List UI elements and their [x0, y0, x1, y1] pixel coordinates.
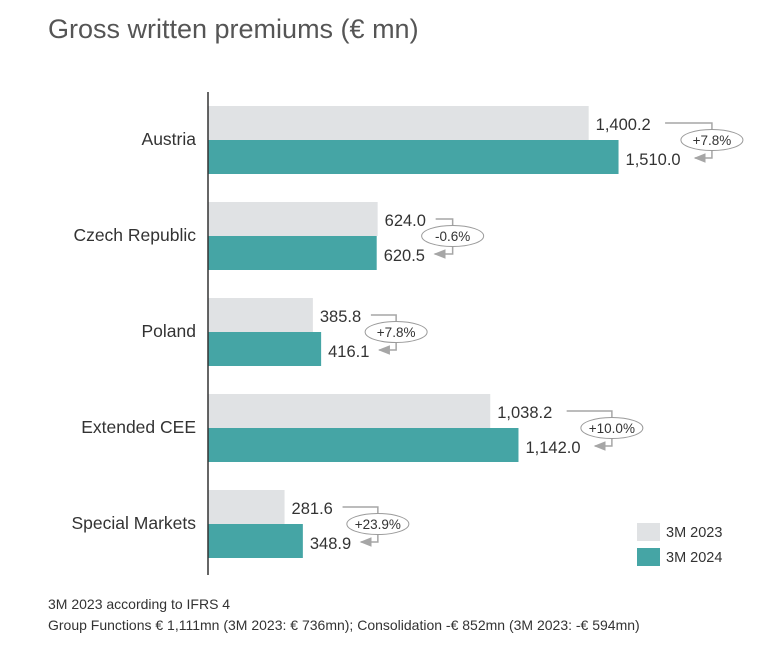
bar-3m-2024-czech-republic — [208, 236, 377, 270]
category-label-extended-cee: Extended CEE — [81, 417, 196, 437]
change-badge-extended-cee — [580, 417, 644, 439]
chart-title: Gross written premiums (€ mn) — [48, 14, 419, 44]
bar-3m-2023-czech-republic — [208, 202, 378, 236]
bar-3m-2023-poland — [208, 298, 313, 332]
bar-3m-2023-special-markets — [208, 490, 285, 524]
legend-label-3m-2024: 3M 2024 — [666, 550, 722, 566]
value-label-3m-2023-czech-republic: 624.0 — [385, 212, 426, 230]
bar-3m-2024-extended-cee — [208, 428, 519, 462]
bar-3m-2023-austria — [208, 106, 589, 140]
value-label-3m-2023-extended-cee: 1,038.2 — [497, 404, 552, 422]
value-label-3m-2023-special-markets: 281.6 — [292, 500, 333, 518]
bar-3m-2024-poland — [208, 332, 322, 366]
change-label-austria: +7.8% — [693, 133, 732, 148]
legend-swatch-3m-2023 — [637, 523, 660, 541]
bar-chart: Austria 1,400.2 1,510.0 +7.8% Czech Republic… — [72, 92, 744, 575]
value-label-3m-2023-austria: 1,400.2 — [596, 116, 651, 134]
change-badge-poland — [364, 321, 428, 343]
value-label-3m-2024-special-markets: 348.9 — [310, 535, 351, 553]
footnote-group-functions: Group Functions € 1,111mn (3M 2023: € 73… — [48, 617, 640, 633]
category-label-austria: Austria — [142, 129, 197, 149]
value-label-3m-2023-poland: 385.8 — [320, 308, 361, 326]
change-badge-special-markets — [346, 513, 410, 535]
change-label-czech-republic: -0.6% — [435, 229, 470, 244]
change-label-special-markets: +23.9% — [355, 517, 401, 532]
value-label-3m-2024-extended-cee: 1,142.0 — [525, 439, 580, 457]
legend-swatch-3m-2024 — [637, 548, 660, 566]
change-label-extended-cee: +10.0% — [589, 421, 635, 436]
change-badge-austria — [680, 129, 744, 151]
legend: 3M 2023 3M 2024 — [637, 523, 722, 566]
category-label-poland: Poland — [142, 321, 197, 341]
footnote-ifrs: 3M 2023 according to IFRS 4 — [48, 596, 231, 612]
value-label-3m-2024-poland: 416.1 — [328, 343, 369, 361]
value-label-3m-2024-czech-republic: 620.5 — [384, 247, 425, 265]
value-label-3m-2024-austria: 1,510.0 — [626, 151, 681, 169]
bar-3m-2024-special-markets — [208, 524, 303, 558]
change-badge-czech-republic — [421, 225, 485, 247]
category-label-special-markets: Special Markets — [72, 513, 197, 533]
change-label-poland: +7.8% — [377, 325, 416, 340]
legend-label-3m-2023: 3M 2023 — [666, 525, 722, 541]
category-label-czech-republic: Czech Republic — [73, 225, 196, 245]
bar-3m-2024-austria — [208, 140, 619, 174]
bar-3m-2023-extended-cee — [208, 394, 491, 428]
